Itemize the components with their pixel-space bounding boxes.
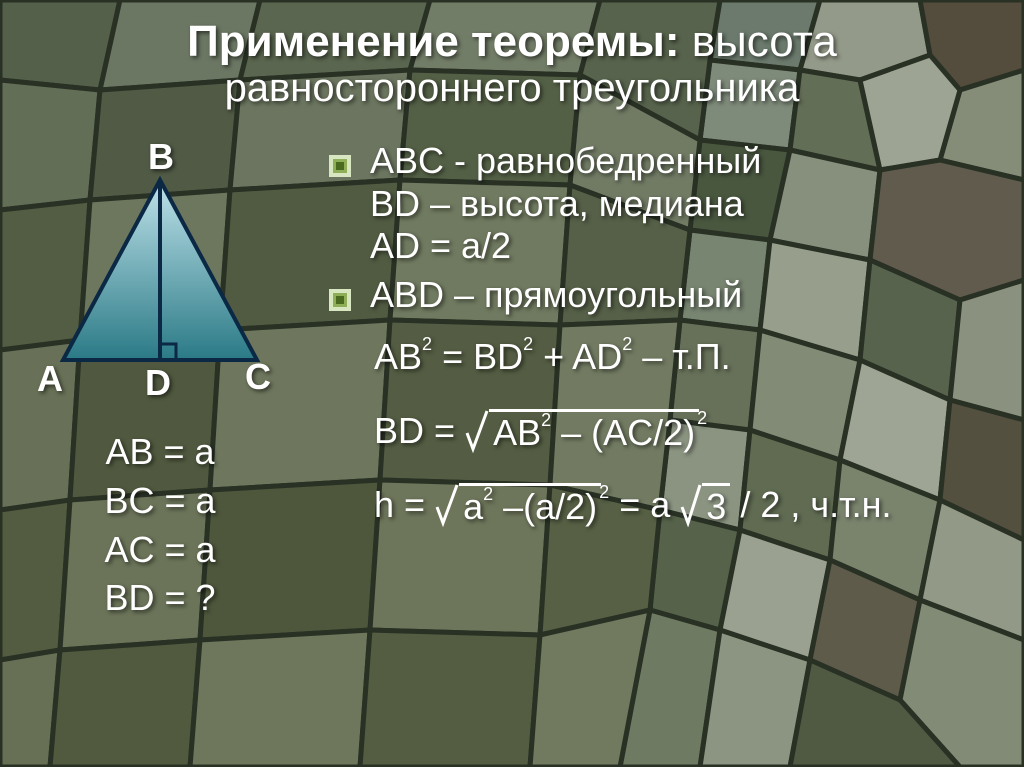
triangle-figure: B A D C xyxy=(45,150,275,410)
title-line2: равностороннего треугольника xyxy=(0,66,1024,110)
stmt-1c: AD = a/2 xyxy=(370,225,761,267)
slide-title: Применение теоремы: высота равносторонне… xyxy=(0,0,1024,110)
stmt-1b: BD – высота, медиана xyxy=(370,183,761,225)
left-column: B A D C AB = a BC = a AC = a BD = ? xyxy=(0,140,320,622)
right-column: ABC - равнобедренный BD – высота, медиан… xyxy=(320,140,1024,622)
vertex-b: B xyxy=(148,136,174,178)
eq-part: BD = xyxy=(374,410,455,451)
vertex-d: D xyxy=(145,362,171,404)
eq-part: –(a/2) xyxy=(503,486,597,527)
eq-part: = a xyxy=(619,484,670,525)
eq-part: = BD xyxy=(442,336,523,377)
eq-part: – т.П. xyxy=(642,336,730,377)
eq-pythag: AB2 = BD2 + AD2 – т.П. xyxy=(374,336,1024,378)
bullet-icon xyxy=(328,154,356,178)
eq-part: AB xyxy=(374,336,422,377)
eq-part: 3 xyxy=(706,486,726,527)
eq-part: – (AC/2) xyxy=(561,412,695,453)
eq-part: a xyxy=(463,486,483,527)
title-line1b: высота xyxy=(692,17,837,66)
given-bc: BC = a xyxy=(0,477,320,526)
bullet-2: ABD – прямоугольный xyxy=(328,274,1024,316)
eq-bd: BD = AB2 – (AC/2) 2 xyxy=(374,407,1024,453)
eq-h: h = a2 –(a/2) 2 = a 3 / 2 , ч.т.н. xyxy=(374,481,1024,527)
title-line1: Применение теоремы: xyxy=(187,17,679,66)
eq-part: / 2 , ч.т.н. xyxy=(740,484,891,525)
given-block: AB = a BC = a AC = a BD = ? xyxy=(0,428,320,622)
eq-part: h = xyxy=(374,484,425,525)
bullet-icon xyxy=(328,288,356,312)
eq-part: + AD xyxy=(543,336,622,377)
stmt-2: ABD – прямоугольный xyxy=(370,274,742,316)
vertex-c: C xyxy=(245,356,271,398)
given-bd: BD = ? xyxy=(0,574,320,623)
given-ab: AB = a xyxy=(0,428,320,477)
eq-part: AB xyxy=(493,412,541,453)
bullet-1: ABC - равнобедренный BD – высота, медиан… xyxy=(328,140,1024,267)
triangle-svg xyxy=(45,150,275,385)
vertex-a: A xyxy=(37,358,63,400)
stmt-1a: ABC - равнобедренный xyxy=(370,140,761,182)
given-ac: AC = a xyxy=(0,526,320,575)
